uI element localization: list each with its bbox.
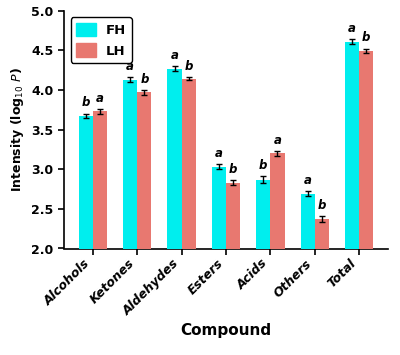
X-axis label: Compound: Compound [180, 323, 272, 338]
Bar [345, 42, 359, 355]
Y-axis label: Intensity (log$_{10}$ $P$): Intensity (log$_{10}$ $P$) [9, 67, 26, 192]
Text: a: a [96, 92, 104, 105]
Bar [300, 194, 315, 355]
Text: a: a [348, 22, 356, 35]
Bar [256, 180, 270, 355]
Bar [226, 183, 240, 355]
Bar [123, 80, 137, 355]
Text: a: a [304, 174, 312, 187]
Text: b: b [229, 163, 237, 176]
Text: a: a [171, 49, 178, 62]
Text: b: b [318, 199, 326, 212]
Text: b: b [140, 72, 148, 86]
Bar [137, 92, 152, 355]
Text: a: a [274, 133, 281, 147]
Bar [93, 111, 107, 355]
Text: a: a [215, 147, 223, 160]
Text: b: b [82, 96, 90, 109]
Text: b: b [259, 159, 268, 172]
Legend: FH, LH: FH, LH [70, 17, 132, 63]
Bar [79, 116, 93, 355]
Text: a: a [126, 60, 134, 73]
Bar [270, 153, 284, 355]
Bar [315, 219, 329, 355]
Bar [212, 167, 226, 355]
Bar [359, 51, 373, 355]
Text: b: b [362, 31, 370, 44]
Bar [168, 69, 182, 355]
Text: b: b [184, 60, 193, 73]
Bar [182, 79, 196, 355]
